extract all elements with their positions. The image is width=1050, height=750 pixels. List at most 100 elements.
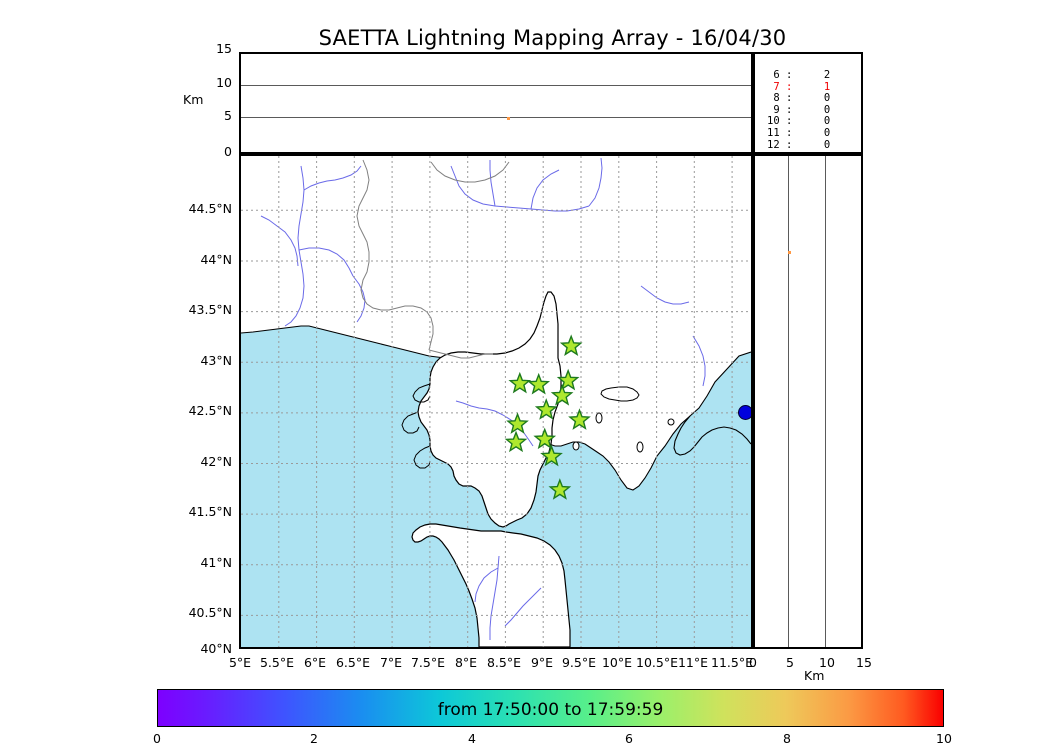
- gridline-5km-vertical: [788, 156, 789, 647]
- colorbar-tick-10: 10: [936, 731, 952, 746]
- gridline-10km-vertical: [825, 156, 826, 647]
- gridline-10km: [241, 85, 751, 86]
- altitude-latitude-panel: [753, 154, 863, 649]
- map-xtick-7: 7°E: [379, 655, 403, 670]
- map-xtick-5.5: 5.5°E: [259, 655, 295, 670]
- land-mainland-europe: [241, 156, 751, 490]
- river-po-trib1: [489, 160, 496, 207]
- top-panel-axis-label: Km: [183, 92, 204, 107]
- river-loire-trib: [260, 215, 299, 267]
- border-italy-regions: [428, 349, 493, 359]
- map-xtick-8.5: 8.5°E: [486, 655, 522, 670]
- lma-station-marker: [556, 368, 580, 391]
- land-sardinia: [411, 523, 571, 647]
- source-point: [788, 251, 791, 254]
- station-count-row: 11 : 0: [767, 126, 831, 139]
- right-xtick-15: 15: [856, 655, 872, 670]
- blue-dot-marker: [738, 405, 751, 420]
- top-ytick-5: 5: [224, 108, 232, 123]
- lma-station-marker: [508, 371, 532, 394]
- source-point: [507, 117, 510, 120]
- river-var: [352, 275, 366, 323]
- top-ytick-15: 15: [216, 41, 232, 56]
- right-xtick-0: 0: [749, 655, 757, 670]
- lma-station-marker: [540, 444, 563, 467]
- lma-station-marker: [548, 478, 572, 500]
- altitude-longitude-panel: [239, 52, 753, 154]
- map-xtick-10: 10°E: [601, 655, 633, 670]
- right-panel-axis-label: Km: [804, 668, 825, 683]
- lma-station-marker: [504, 430, 528, 453]
- coastline-corsica-west-detail: [401, 383, 431, 469]
- gridline-5km: [241, 117, 751, 118]
- lma-station-marker: [533, 427, 557, 450]
- river-po-trib2: [530, 169, 560, 210]
- station-count-row: 8 : 0: [767, 92, 831, 105]
- map-xtick-11.5: 11.5°E: [711, 655, 753, 670]
- colorbar-tick-0: 0: [153, 731, 161, 746]
- top-ytick-0: 0: [224, 144, 232, 159]
- land-islet-capraia: [595, 412, 603, 424]
- map-ytick-41: 41°N: [200, 555, 232, 570]
- station-count-row: 6 : 2: [767, 69, 831, 81]
- map-ytick-42: 42°N: [200, 454, 232, 469]
- colorbar-tick-4: 4: [468, 731, 476, 746]
- map-xtick-5: 5°E: [228, 655, 252, 670]
- lma-stations-layer: [504, 334, 591, 500]
- station-count-list: 6 : 2 7 : 1 8 : 0 9 : 0 10 : 0 11 : 0 12 : …: [767, 69, 831, 151]
- map-xtick-7.5: 7.5°E: [410, 655, 446, 670]
- map-panel: [239, 154, 753, 649]
- station-count-row: 12 : 0: [767, 138, 831, 151]
- map-ytick-44: 44°N: [200, 252, 232, 267]
- map-ytick-40.5: 40.5°N: [188, 605, 232, 620]
- river-po: [450, 165, 590, 212]
- lma-station-marker: [568, 408, 591, 430]
- station-count-row: 10 : 0: [767, 115, 831, 128]
- time-colorbar[interactable]: [157, 689, 944, 727]
- lma-station-marker: [527, 372, 551, 395]
- river-saone: [303, 165, 362, 191]
- land-islet-pianosa: [572, 441, 580, 451]
- lma-station-marker: [550, 383, 574, 406]
- land-islet-giglio: [667, 418, 675, 426]
- map-ytick-40: 40°N: [200, 641, 232, 656]
- map-xtick-6: 6°E: [303, 655, 327, 670]
- coastline-italy-west: [673, 415, 751, 456]
- river-sardinia-flumendosa: [504, 587, 542, 627]
- top-ytick-10: 10: [216, 75, 232, 90]
- colorbar-tick-6: 6: [625, 731, 633, 746]
- river-golo-corsica: [455, 400, 534, 447]
- station-count-row: 9 : 0: [767, 103, 831, 116]
- map-xtick-9: 9°E: [530, 655, 554, 670]
- river-sardinia-tirso: [489, 555, 500, 640]
- river-tiber: [692, 335, 706, 387]
- map-xtick-8: 8°E: [454, 655, 478, 670]
- map-ytick-43.5: 43.5°N: [188, 302, 232, 317]
- map-ytick-43: 43°N: [200, 353, 232, 368]
- map-xtick-9.5: 9.5°E: [561, 655, 597, 670]
- map-xtick-11: 11°E: [677, 655, 709, 670]
- map-xtick-6.5: 6.5°E: [335, 655, 371, 670]
- river-durance: [298, 247, 354, 277]
- admin-borders-layer: [356, 159, 510, 359]
- map-xtick-10.5: 10.5°E: [636, 655, 678, 670]
- land-islet-montecristo: [636, 441, 644, 453]
- lma-station-marker: [559, 334, 583, 356]
- rivers-layer: [260, 157, 706, 640]
- border-italy-switzerland: [430, 161, 510, 183]
- lma-station-marker: [534, 398, 558, 420]
- colorbar-tick-8: 8: [783, 731, 791, 746]
- river-sardinia-trib: [474, 567, 499, 603]
- colorbar-label: from 17:50:00 to 17:59:59: [437, 700, 664, 720]
- right-xtick-5: 5: [786, 655, 794, 670]
- map-ytick-44.5: 44.5°N: [188, 201, 232, 216]
- station-count-legend-panel: 6 : 2 7 : 1 8 : 0 9 : 0 10 : 0 11 : 0 12 : …: [753, 52, 863, 154]
- land-elba: [600, 386, 640, 402]
- station-count-row: 7 : 1: [767, 80, 831, 93]
- river-arno: [640, 285, 690, 305]
- map-ytick-42.5: 42.5°N: [188, 403, 232, 418]
- graticule-layer: [241, 156, 751, 647]
- map-graphic: [241, 156, 751, 647]
- river-adige: [588, 157, 603, 207]
